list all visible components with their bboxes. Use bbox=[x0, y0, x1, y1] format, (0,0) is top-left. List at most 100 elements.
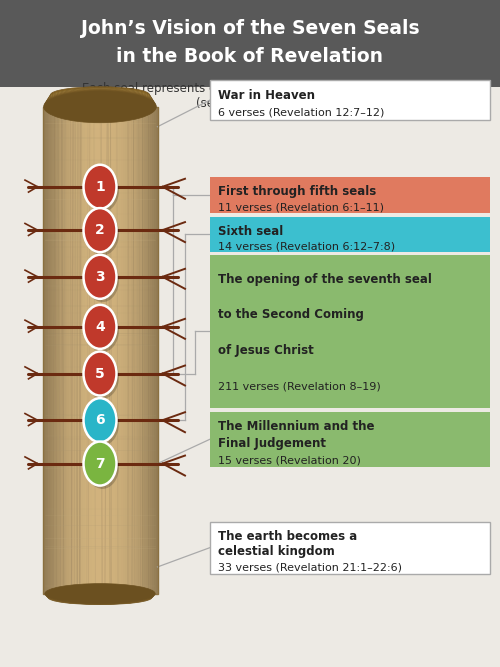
FancyBboxPatch shape bbox=[156, 107, 158, 594]
FancyBboxPatch shape bbox=[116, 107, 118, 594]
FancyBboxPatch shape bbox=[81, 107, 84, 594]
FancyBboxPatch shape bbox=[210, 412, 490, 467]
FancyBboxPatch shape bbox=[150, 107, 152, 594]
FancyBboxPatch shape bbox=[152, 107, 154, 594]
FancyBboxPatch shape bbox=[90, 107, 94, 594]
FancyBboxPatch shape bbox=[72, 107, 74, 594]
FancyBboxPatch shape bbox=[138, 107, 141, 594]
FancyBboxPatch shape bbox=[142, 107, 145, 594]
FancyBboxPatch shape bbox=[60, 107, 62, 594]
FancyBboxPatch shape bbox=[154, 107, 156, 594]
FancyBboxPatch shape bbox=[70, 107, 72, 594]
FancyBboxPatch shape bbox=[52, 107, 55, 594]
FancyBboxPatch shape bbox=[134, 107, 138, 594]
FancyBboxPatch shape bbox=[106, 107, 108, 594]
Text: of Jesus Christ: of Jesus Christ bbox=[218, 344, 313, 357]
Text: celestial kingdom: celestial kingdom bbox=[218, 546, 334, 558]
FancyBboxPatch shape bbox=[50, 107, 53, 594]
FancyBboxPatch shape bbox=[136, 107, 140, 594]
FancyBboxPatch shape bbox=[42, 107, 44, 594]
Ellipse shape bbox=[44, 91, 156, 123]
FancyBboxPatch shape bbox=[100, 107, 103, 594]
Circle shape bbox=[86, 445, 119, 489]
FancyBboxPatch shape bbox=[94, 107, 97, 594]
FancyBboxPatch shape bbox=[152, 107, 154, 594]
FancyBboxPatch shape bbox=[108, 107, 110, 594]
FancyBboxPatch shape bbox=[104, 107, 107, 594]
FancyBboxPatch shape bbox=[125, 107, 128, 594]
Circle shape bbox=[84, 352, 116, 396]
Text: in the Book of Revelation: in the Book of Revelation bbox=[116, 47, 384, 65]
Ellipse shape bbox=[45, 584, 155, 604]
FancyBboxPatch shape bbox=[75, 107, 78, 594]
Circle shape bbox=[86, 258, 119, 302]
FancyBboxPatch shape bbox=[54, 107, 57, 594]
FancyBboxPatch shape bbox=[56, 107, 59, 594]
Circle shape bbox=[84, 442, 116, 486]
FancyBboxPatch shape bbox=[132, 107, 136, 594]
FancyBboxPatch shape bbox=[148, 107, 151, 594]
Text: Sixth seal: Sixth seal bbox=[218, 225, 283, 237]
Circle shape bbox=[84, 305, 116, 349]
Text: John’s Vision of the Seven Seals: John’s Vision of the Seven Seals bbox=[80, 19, 419, 38]
FancyBboxPatch shape bbox=[46, 107, 48, 594]
Text: (see D&C 77:6–7).: (see D&C 77:6–7). bbox=[196, 97, 304, 109]
Circle shape bbox=[84, 255, 116, 299]
Circle shape bbox=[84, 398, 116, 442]
Text: 15 verses (Revelation 20): 15 verses (Revelation 20) bbox=[218, 455, 360, 465]
FancyBboxPatch shape bbox=[210, 217, 490, 252]
Text: 11 verses (Revelation 6:1–11): 11 verses (Revelation 6:1–11) bbox=[218, 202, 384, 212]
Text: The Millennium and the: The Millennium and the bbox=[218, 420, 374, 433]
FancyBboxPatch shape bbox=[88, 107, 92, 594]
Text: 211 verses (Revelation 8–19): 211 verses (Revelation 8–19) bbox=[218, 382, 380, 392]
FancyBboxPatch shape bbox=[77, 107, 80, 594]
Circle shape bbox=[86, 211, 119, 255]
FancyBboxPatch shape bbox=[210, 522, 490, 574]
Text: 5: 5 bbox=[95, 367, 105, 380]
FancyBboxPatch shape bbox=[42, 107, 45, 594]
Circle shape bbox=[86, 308, 119, 352]
Ellipse shape bbox=[48, 88, 152, 109]
FancyBboxPatch shape bbox=[46, 107, 49, 594]
FancyBboxPatch shape bbox=[210, 255, 490, 408]
FancyBboxPatch shape bbox=[154, 107, 156, 594]
FancyBboxPatch shape bbox=[146, 107, 149, 594]
FancyBboxPatch shape bbox=[118, 107, 120, 594]
FancyBboxPatch shape bbox=[102, 107, 105, 594]
FancyBboxPatch shape bbox=[127, 107, 130, 594]
FancyBboxPatch shape bbox=[44, 107, 48, 594]
FancyBboxPatch shape bbox=[83, 107, 86, 594]
FancyBboxPatch shape bbox=[68, 107, 70, 594]
FancyBboxPatch shape bbox=[130, 107, 134, 594]
FancyBboxPatch shape bbox=[150, 107, 153, 594]
Ellipse shape bbox=[50, 87, 150, 106]
Text: 14 verses (Revelation 6:12–7:8): 14 verses (Revelation 6:12–7:8) bbox=[218, 241, 394, 251]
Text: Each seal represents one thousand years of life on earth: Each seal represents one thousand years … bbox=[82, 82, 417, 95]
FancyBboxPatch shape bbox=[86, 107, 90, 594]
Circle shape bbox=[84, 208, 116, 252]
Text: 2: 2 bbox=[95, 223, 105, 237]
FancyBboxPatch shape bbox=[66, 107, 68, 594]
FancyBboxPatch shape bbox=[73, 107, 76, 594]
FancyBboxPatch shape bbox=[144, 107, 147, 594]
FancyBboxPatch shape bbox=[52, 107, 54, 594]
FancyBboxPatch shape bbox=[210, 80, 490, 120]
Text: War in Heaven: War in Heaven bbox=[218, 89, 314, 102]
Text: First through fifth seals: First through fifth seals bbox=[218, 185, 376, 198]
FancyBboxPatch shape bbox=[84, 107, 87, 594]
Ellipse shape bbox=[45, 90, 155, 119]
FancyBboxPatch shape bbox=[0, 0, 500, 87]
FancyBboxPatch shape bbox=[79, 107, 82, 594]
FancyBboxPatch shape bbox=[96, 107, 99, 594]
FancyBboxPatch shape bbox=[114, 107, 116, 594]
Ellipse shape bbox=[47, 588, 153, 604]
Ellipse shape bbox=[47, 89, 153, 113]
FancyBboxPatch shape bbox=[210, 177, 490, 213]
Text: to the Second Coming: to the Second Coming bbox=[218, 308, 364, 321]
Circle shape bbox=[86, 402, 119, 446]
Text: Final Judgement: Final Judgement bbox=[218, 437, 326, 450]
Circle shape bbox=[84, 165, 116, 209]
FancyBboxPatch shape bbox=[129, 107, 132, 594]
FancyBboxPatch shape bbox=[48, 107, 51, 594]
Ellipse shape bbox=[50, 87, 150, 103]
